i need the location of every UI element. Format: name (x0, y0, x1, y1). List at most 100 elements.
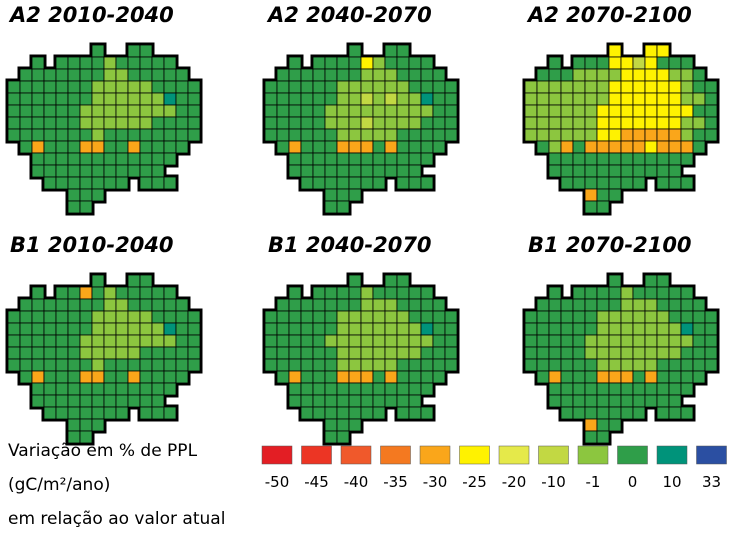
map-cell (656, 274, 670, 288)
map-cell (396, 382, 410, 396)
map-cell (572, 152, 586, 166)
map-cell (668, 164, 682, 178)
map-cell (596, 418, 610, 432)
map-cell (620, 346, 634, 360)
map-cell (644, 68, 658, 82)
map-cell (384, 152, 398, 166)
map-cell (408, 334, 422, 348)
map-cell (79, 298, 93, 312)
map-cell (67, 80, 81, 94)
map-cell (396, 394, 410, 408)
map-cell (19, 358, 33, 372)
map-cell (175, 298, 189, 312)
map-cell (656, 286, 670, 300)
map-cell (680, 80, 694, 94)
map-cell (444, 80, 458, 94)
map-cell (596, 310, 610, 324)
map-cell (680, 68, 694, 82)
map-cell (584, 164, 598, 178)
map-cell (324, 322, 338, 336)
map-cell (151, 406, 165, 420)
map-cell (396, 176, 410, 190)
map-cell (127, 334, 141, 348)
map-cell (444, 322, 458, 336)
map-cell (620, 92, 634, 106)
map-cell (584, 68, 598, 82)
map-cell (432, 346, 446, 360)
map-cell (324, 128, 338, 142)
map-cell (348, 116, 362, 130)
map-cell (596, 92, 610, 106)
legend-label: -30 (423, 473, 448, 491)
map-cell (620, 322, 634, 336)
map-cell (324, 286, 338, 300)
map-cell (692, 346, 706, 360)
legend-label: -25 (462, 473, 487, 491)
map-cell (300, 310, 314, 324)
map-cell (432, 128, 446, 142)
map-cell (336, 104, 350, 118)
map (522, 42, 720, 216)
map-cell (608, 92, 622, 106)
map-cell (91, 298, 105, 312)
map-cell (127, 128, 141, 142)
map-cell (668, 334, 682, 348)
map-cell (548, 322, 562, 336)
map-cell (67, 322, 81, 336)
map-cell (656, 346, 670, 360)
map-cell (408, 176, 422, 190)
map-cell (312, 152, 326, 166)
map-cell (408, 406, 422, 420)
map-cell (644, 346, 658, 360)
map-cell (139, 176, 153, 190)
map-cell (548, 164, 562, 178)
map-cell (187, 310, 201, 324)
map-cell (91, 152, 105, 166)
map-cell (151, 164, 165, 178)
map-cell (360, 152, 374, 166)
map-cell (139, 44, 153, 58)
map-cell (396, 322, 410, 336)
map-cell (19, 140, 33, 154)
map-cell (680, 298, 694, 312)
map-cell (656, 310, 670, 324)
map-cell (43, 152, 57, 166)
map-cell (91, 382, 105, 396)
map-cell (43, 80, 57, 94)
map-cell (408, 346, 422, 360)
legend-swatch (617, 445, 648, 465)
map-cell (91, 140, 105, 154)
map-cell (608, 152, 622, 166)
map-cell (656, 298, 670, 312)
map-cell (572, 92, 586, 106)
map-cell (324, 116, 338, 130)
map-cell (360, 176, 374, 190)
map-cell (572, 310, 586, 324)
map-cell (560, 128, 574, 142)
map-cell (336, 286, 350, 300)
map-cell (620, 382, 634, 396)
map-cell (300, 370, 314, 384)
map-cell (264, 80, 278, 94)
map-cell (608, 176, 622, 190)
map (522, 272, 720, 446)
map-cell (67, 418, 81, 432)
map-cell (139, 152, 153, 166)
map-cell (324, 104, 338, 118)
map-cell (163, 382, 177, 396)
map-cell (300, 358, 314, 372)
map-cell (420, 382, 434, 396)
map-cell (79, 346, 93, 360)
legend-swatch (459, 445, 490, 465)
map-cell (384, 358, 398, 372)
map-cell (536, 80, 550, 94)
map-cell (444, 116, 458, 130)
map-cell (139, 128, 153, 142)
map-cell (680, 322, 694, 336)
map-cell (656, 128, 670, 142)
map-cell (584, 358, 598, 372)
map-cell (115, 370, 129, 384)
map-cell (596, 56, 610, 70)
map-cell (632, 68, 646, 82)
map (5, 272, 203, 446)
